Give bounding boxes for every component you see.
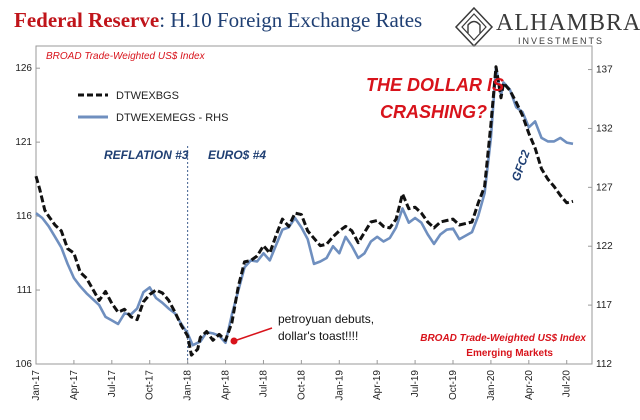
annotation-petroyuan-1: petroyuan debuts,	[278, 312, 374, 326]
logo-name: ALHAMBRA	[496, 10, 640, 36]
series-lines	[34, 65, 574, 357]
subtitle-bottom-1: BROAD Trade-Weighted US$ Index	[420, 333, 586, 344]
y-right-tick-label: 117	[596, 300, 612, 311]
subtitle-top: BROAD Trade-Weighted US$ Index	[46, 51, 206, 62]
x-tick-label: Jul-17	[107, 370, 118, 398]
y-left-tick-label: 111	[17, 285, 33, 296]
subtitle-bottom-2: Emerging Markets	[466, 348, 553, 359]
annotation-reflation: REFLATION #3	[104, 148, 189, 162]
legend-label-dtwexemegs: DTWEXEMEGS - RHS	[116, 112, 228, 124]
logo-subtitle: INVESTMENTS	[518, 36, 605, 46]
alhambra-logo: ALHAMBRA INVESTMENTS	[452, 6, 640, 48]
x-tick-label: Jan-19	[334, 370, 345, 401]
headline-line2: CRASHING?	[380, 102, 487, 122]
x-tick-label: Jul-19	[410, 370, 421, 398]
x-tick-label: Jul-18	[258, 370, 269, 398]
y-right-tick-label: 122	[596, 241, 613, 252]
annotation-gfc2: GFC2	[509, 148, 533, 183]
x-tick-label: Oct-17	[145, 370, 156, 400]
petroyuan-marker	[230, 337, 238, 345]
x-tick-label: Apr-18	[221, 370, 232, 400]
x-tick-label: Apr-17	[69, 370, 80, 400]
legend-label-dtwexbgs: DTWEXBGS	[116, 90, 179, 102]
x-axis-ticks: Jan-17 Apr-17 Jul-17 Oct-17 Jan-18 Apr-18 Jul-…	[31, 360, 573, 401]
x-tick-label: Oct-18	[296, 370, 307, 400]
plot-frame	[35, 45, 593, 365]
title-main: Federal Reserve	[14, 8, 160, 32]
y-left-tick-label: 121	[15, 137, 32, 148]
chart-title: Federal Reserve: H.10 Foreign Exchange R…	[14, 8, 422, 33]
petroyuan-arrow-line	[236, 327, 273, 341]
y-left-tick-label: 116	[16, 211, 32, 222]
y-right-tick-label: 137	[596, 65, 613, 76]
right-axis-ticks: 112 117 122 127 132 137	[588, 65, 613, 370]
x-tick-label: Apr-19	[372, 370, 383, 400]
annotation-euro: EURO$ #4	[208, 148, 266, 162]
series-line-dtwexemegs	[35, 65, 574, 347]
x-tick-label: Apr-20	[524, 370, 535, 400]
series-line-dtwexbgs	[34, 65, 574, 357]
title-rest: : H.10 Foreign Exchange Rates	[159, 8, 423, 32]
x-tick-label: Jan-17	[31, 370, 42, 401]
y-left-tick-label: 106	[15, 359, 32, 370]
x-tick-label: Jan-20	[486, 370, 497, 401]
x-tick-label: Oct-19	[448, 370, 459, 400]
y-right-tick-label: 132	[596, 123, 613, 134]
x-tick-label: Jul-20	[562, 370, 573, 398]
annotation-petroyuan-2: dollar's toast!!!!	[278, 329, 358, 343]
y-right-tick-label: 112	[596, 359, 612, 370]
y-left-tick-label: 126	[15, 63, 32, 74]
y-right-tick-label: 127	[596, 182, 613, 193]
x-tick-label: Jan-18	[183, 370, 194, 401]
headline-line1: THE DOLLAR IS	[366, 75, 504, 95]
